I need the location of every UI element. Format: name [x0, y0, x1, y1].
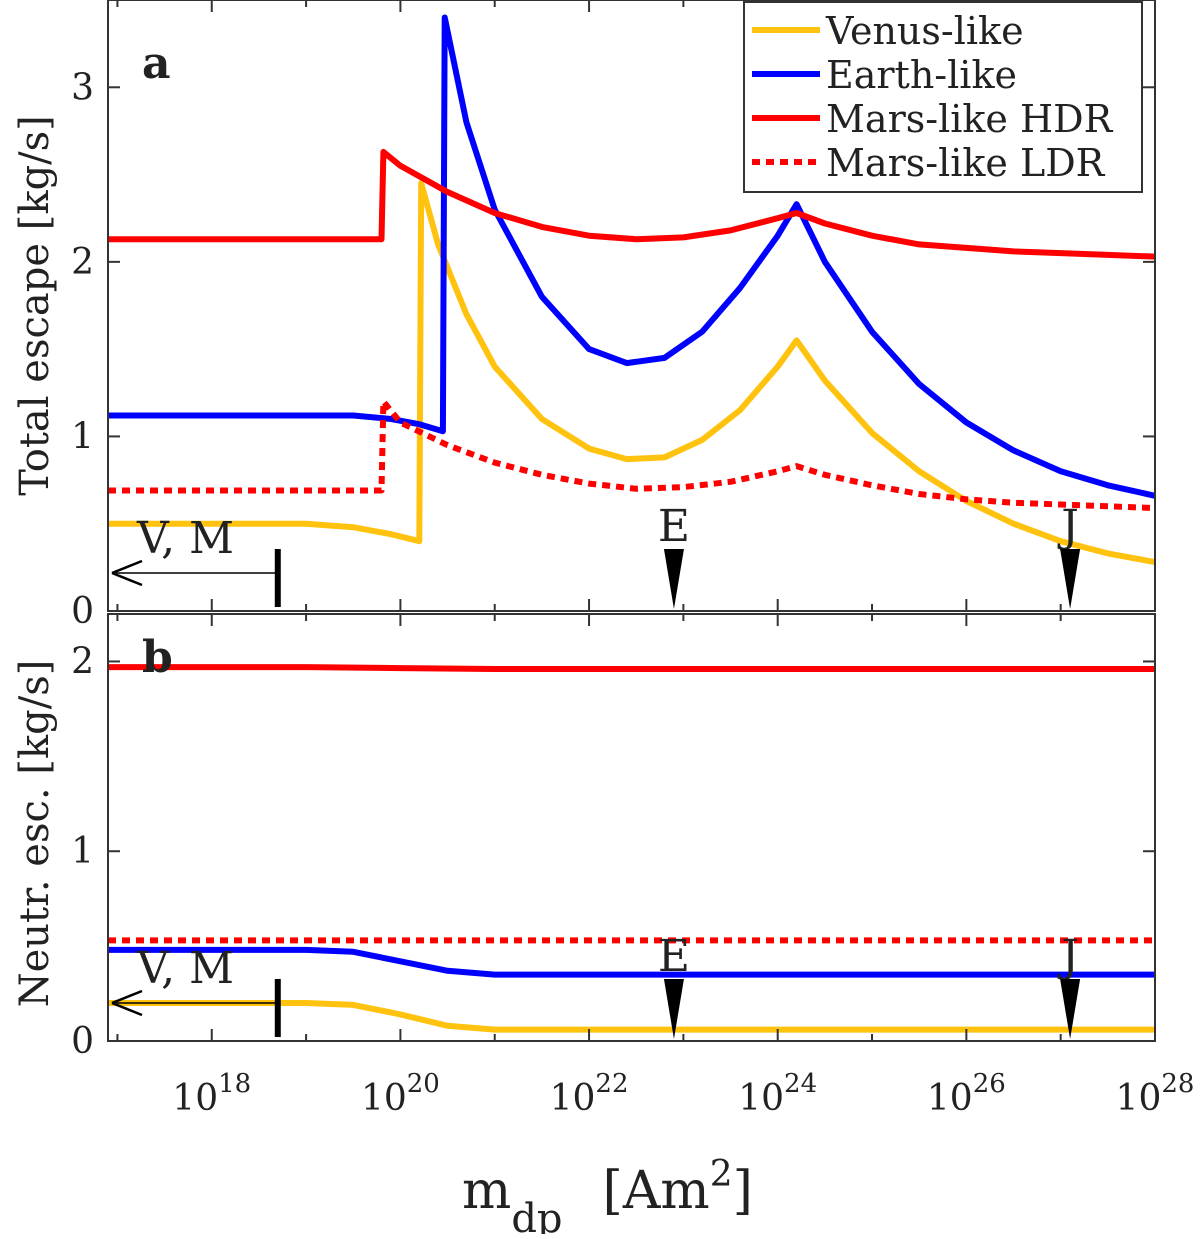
- vm-marker-arrowhead: [111, 989, 143, 1017]
- panel-a-letter: a: [142, 38, 171, 89]
- x-axis-label: mdp [Am2]: [462, 1154, 753, 1234]
- legend-label: Earth-like: [826, 53, 1017, 97]
- series-earth-like: [108, 946, 1155, 978]
- jupiter-marker-label: J: [1057, 501, 1079, 552]
- y-tick-label: 0: [71, 1021, 94, 1062]
- x-tick-label: 1028: [1116, 1069, 1195, 1119]
- x-tick-label: 1022: [550, 1069, 629, 1119]
- y-tick-label: 2: [71, 242, 94, 283]
- panel-a: V, M E J 0 1 2 3 a Total escape [kg/s]: [12, 0, 1156, 632]
- vm-marker-arrowhead: [111, 559, 143, 587]
- panel-b-frame: [107, 613, 1156, 1042]
- panel-b-ylabel: Neutr. esc. [kg/s]: [12, 660, 58, 1008]
- x-tick-label: 1026: [927, 1069, 1006, 1119]
- series-mars-like-hdr: [108, 148, 1156, 260]
- legend-label: Mars-like HDR: [826, 97, 1114, 141]
- series-mars-like-ldr: [108, 398, 1156, 511]
- earth-marker-label: E: [658, 501, 690, 552]
- jupiter-marker-label: J: [1057, 931, 1079, 982]
- panel-b-letter: b: [142, 632, 173, 683]
- series-venus-like: [108, 180, 1156, 566]
- legend-label: Mars-like LDR: [826, 141, 1106, 185]
- panel-a-frame: [107, 0, 1156, 612]
- legend-label: Venus-like: [825, 9, 1024, 53]
- vm-marker-label: V, M: [136, 943, 234, 994]
- jupiter-marker-arrow: [1060, 979, 1081, 1039]
- y-tick-label: 0: [71, 591, 94, 632]
- earth-marker-label: E: [658, 931, 690, 982]
- series-mars-like-hdr: [108, 664, 1155, 672]
- x-tick-label: 1024: [738, 1069, 817, 1119]
- jupiter-marker-arrow: [1060, 549, 1081, 609]
- earth-marker-arrow: [663, 979, 684, 1039]
- x-tick-label: 1020: [361, 1069, 440, 1119]
- y-tick-label: 1: [71, 416, 94, 457]
- earth-marker-arrow: [663, 549, 684, 609]
- x-tick-label: 1018: [172, 1069, 251, 1119]
- series-venus-like: [108, 1000, 1155, 1033]
- panel-b: V, M E J 0 1 2 b Neutr. esc. [kg/s]: [12, 613, 1156, 1062]
- x-tick-labels: 1018 1020 1022 1024 1026 1028: [172, 1069, 1194, 1119]
- y-tick-label: 2: [71, 641, 94, 682]
- vm-marker-label: V, M: [136, 513, 234, 564]
- y-tick-label: 1: [71, 831, 94, 872]
- panel-a-ylabel: Total escape [kg/s]: [12, 115, 58, 496]
- y-tick-label: 3: [71, 67, 94, 108]
